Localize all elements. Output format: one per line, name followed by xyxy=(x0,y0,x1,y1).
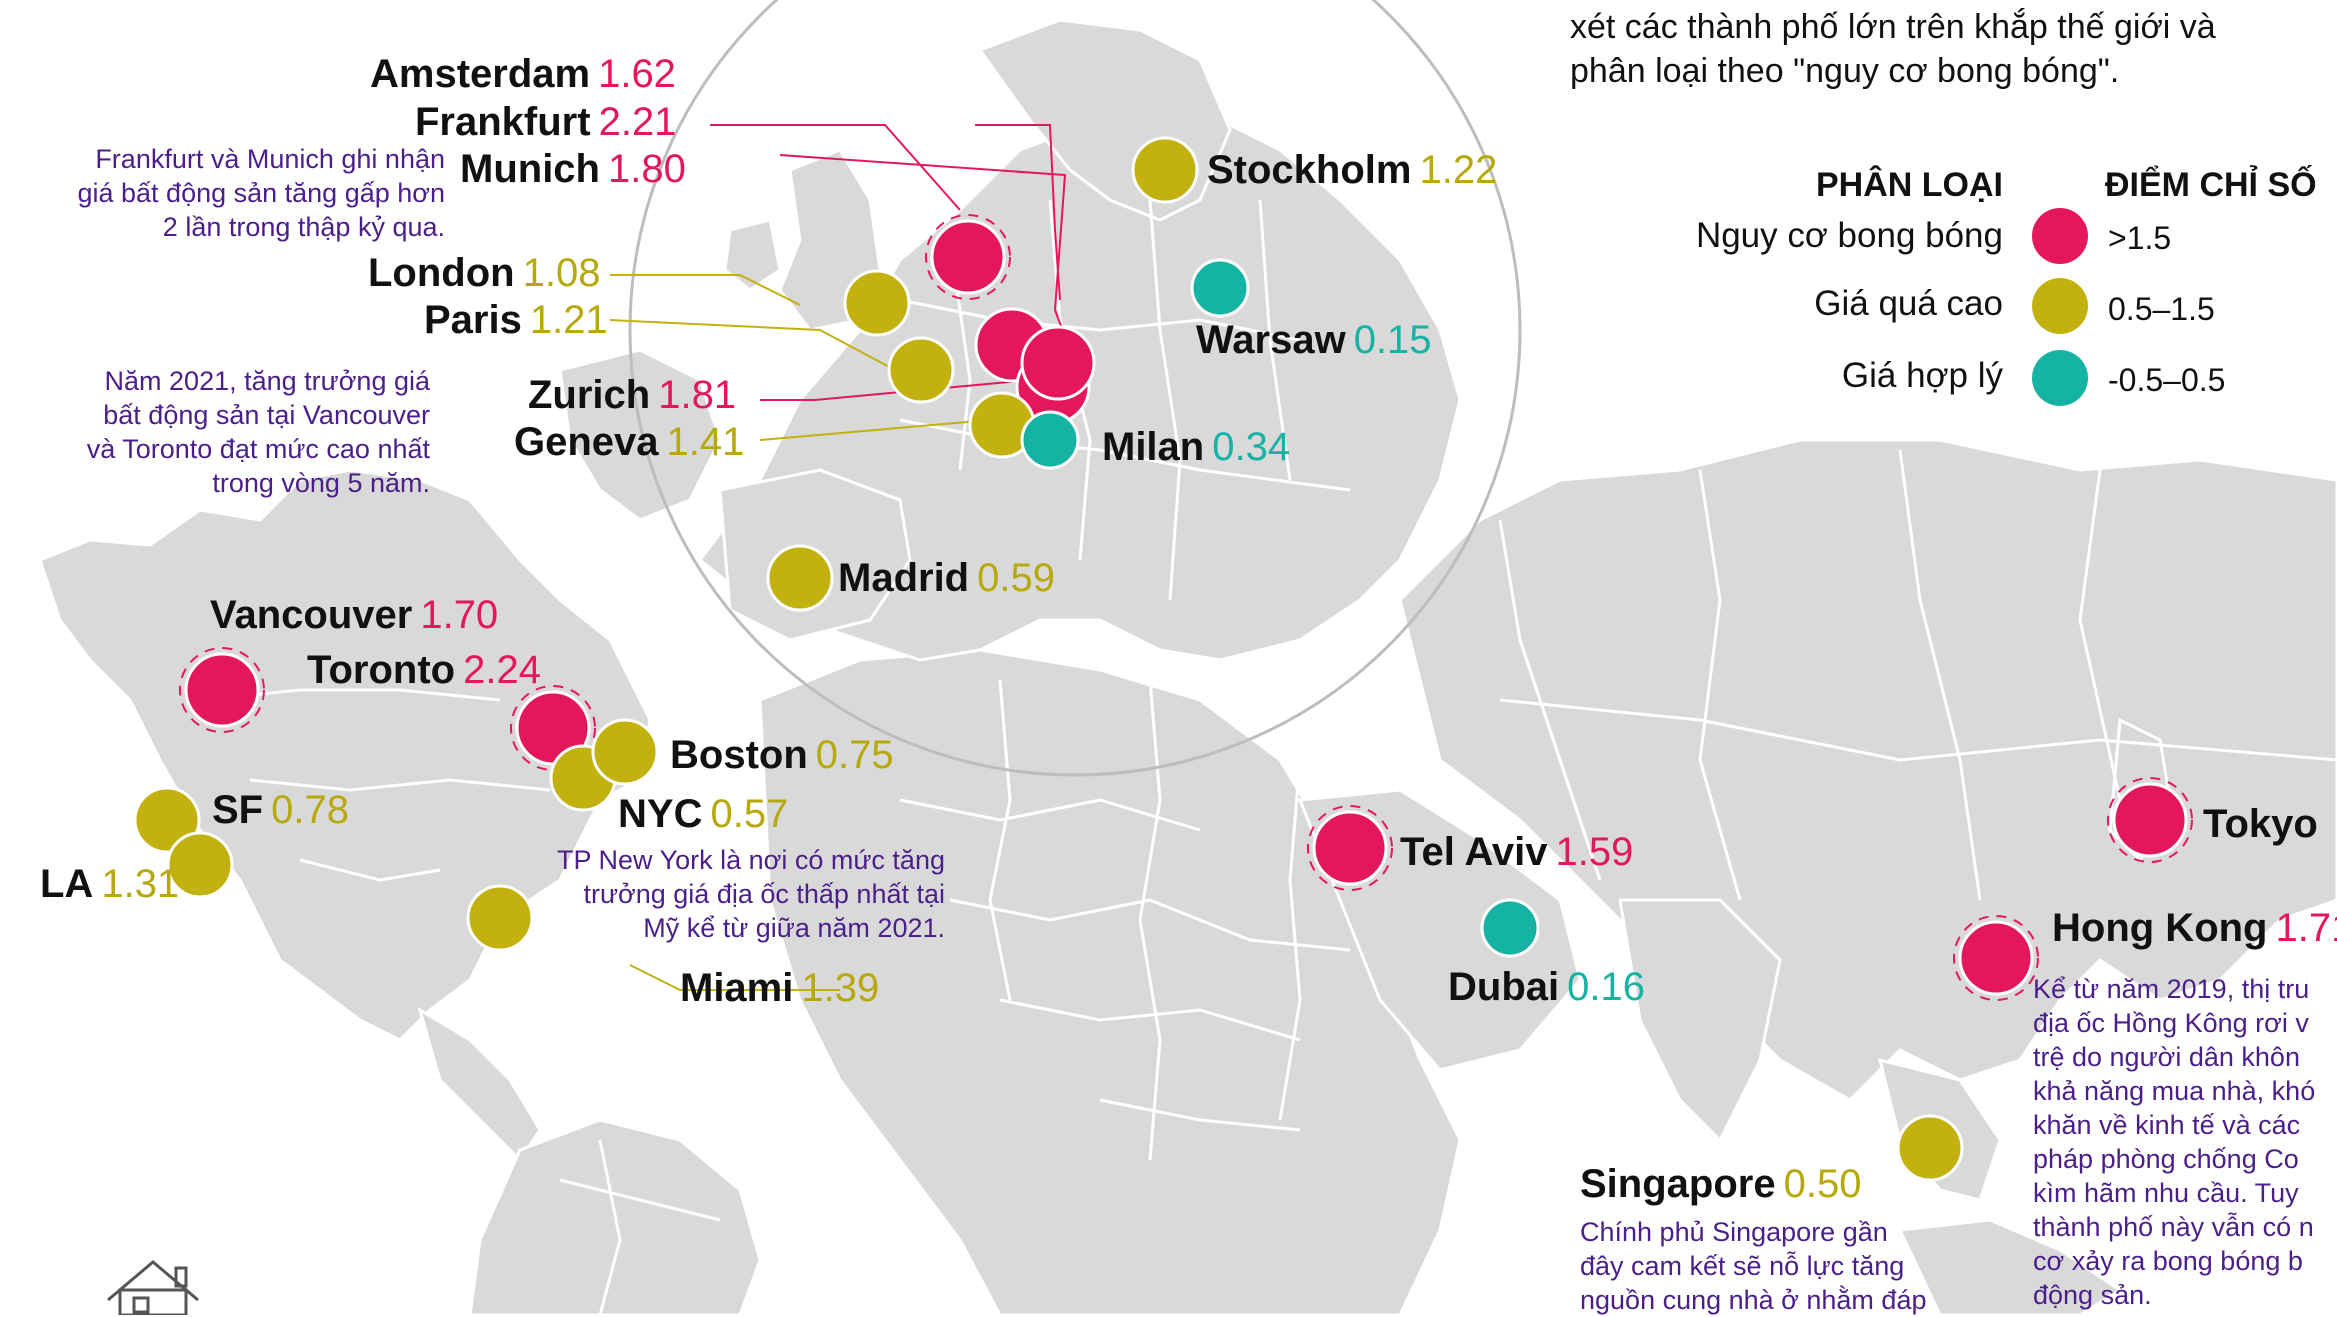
label-miami: Miami 1.39 xyxy=(680,966,880,1010)
label-geneva: Geneva 1.41 xyxy=(514,420,745,464)
label-sf: SF 0.78 xyxy=(212,788,349,832)
dot-dubai xyxy=(1480,898,1540,958)
dot-vancouver xyxy=(184,652,260,728)
dot-paris xyxy=(887,336,955,404)
dot-hongkong xyxy=(1958,920,2034,996)
label-paris: Paris 1.21 xyxy=(424,298,608,342)
legend-category-bubble: Nguy cơ bong bóng xyxy=(1695,216,2003,255)
legend-category-fair: Giá hợp lý xyxy=(1841,356,2003,395)
legend-category-header: PHÂN LOẠI xyxy=(1816,166,2003,204)
label-munich: Munich 1.80 xyxy=(460,147,686,191)
label-frankfurt: Frankfurt 2.21 xyxy=(415,100,677,144)
label-toronto: Toronto 2.24 xyxy=(307,648,541,692)
label-stockholm: Stockholm 1.22 xyxy=(1207,148,1498,192)
house-icon xyxy=(107,1260,199,1315)
indonesia xyxy=(1897,1218,2123,1315)
legend-category-overvalued: Giá quá cao xyxy=(1814,284,2003,323)
label-amsterdam: Amsterdam 1.62 xyxy=(370,52,676,96)
note-canada: Năm 2021, tăng trưởng giá bất động sản t… xyxy=(86,366,430,498)
label-milan: Milan 0.34 xyxy=(1102,425,1291,469)
label-nyc: NYC 0.57 xyxy=(618,792,789,836)
label-telaviv: Tel Aviv 1.59 xyxy=(1400,830,1634,874)
label-zurich: Zurich 1.81 xyxy=(528,373,737,417)
legend-dot-overvalued xyxy=(2032,278,2088,334)
india xyxy=(1618,898,1782,1143)
dot-stockholm xyxy=(1131,136,1199,204)
dot-amsterdam xyxy=(930,219,1006,295)
label-london: London 1.08 xyxy=(368,251,601,295)
dot-london xyxy=(843,269,911,337)
note-frankfurt-munich: Frankfurt và Munich ghi nhận giá bất độn… xyxy=(77,144,445,242)
label-la: LA 1.31 xyxy=(40,862,180,906)
note-nyc: TP New York là nơi có mức tăng trưởng gi… xyxy=(557,845,945,943)
dot-miami xyxy=(466,884,534,952)
dot-tokyo xyxy=(2112,782,2188,858)
greenland xyxy=(558,348,722,522)
dot-sf xyxy=(133,786,201,854)
intro-text: xét các thành phố lớn trên khắp thế giới… xyxy=(1570,8,2216,90)
bubble-rings xyxy=(179,214,2193,1001)
dot-madrid xyxy=(766,544,834,612)
legend-range-bubble: >1.5 xyxy=(2108,220,2172,256)
dot-munich xyxy=(1020,325,1096,401)
label-madrid: Madrid 0.59 xyxy=(838,556,1055,600)
legend-dot-bubble xyxy=(2032,208,2088,264)
ireland xyxy=(723,218,782,292)
label-boston: Boston 0.75 xyxy=(670,733,894,777)
dot-milan xyxy=(1020,410,1080,470)
africa xyxy=(758,648,1462,1315)
legend-range-fair: -0.5–0.5 xyxy=(2108,362,2226,398)
legend-dot-fair xyxy=(2032,350,2088,406)
dot-boston xyxy=(591,718,659,786)
label-tokyo: Tokyo xyxy=(2203,802,2318,846)
dot-la xyxy=(166,831,234,899)
label-dubai: Dubai 0.16 xyxy=(1448,965,1645,1009)
country-borders xyxy=(199,199,2337,1315)
legend-dots xyxy=(2032,208,2088,406)
dot-singapore xyxy=(1896,1114,1964,1182)
dot-telaviv xyxy=(1312,810,1388,886)
label-vancouver: Vancouver 1.70 xyxy=(210,593,499,637)
legend-score-header: ĐIỂM CHỈ SỐ xyxy=(2105,166,2317,204)
note-singapore: Chính phủ Singapore gần đây cam kết sẽ n… xyxy=(1580,1217,1927,1315)
note-hongkong: Kể từ năm 2019, thị tru địa ốc Hồng Kông… xyxy=(2033,974,2316,1310)
label-singapore: Singapore 0.50 xyxy=(1580,1162,1862,1206)
europe-zoom-circle xyxy=(628,0,1522,777)
central-america xyxy=(417,1006,542,1163)
label-warsaw: Warsaw 0.15 xyxy=(1196,318,1432,362)
legend-range-overvalued: 0.5–1.5 xyxy=(2108,291,2215,327)
city-dots xyxy=(133,136,2188,1182)
dot-warsaw xyxy=(1190,258,1250,318)
